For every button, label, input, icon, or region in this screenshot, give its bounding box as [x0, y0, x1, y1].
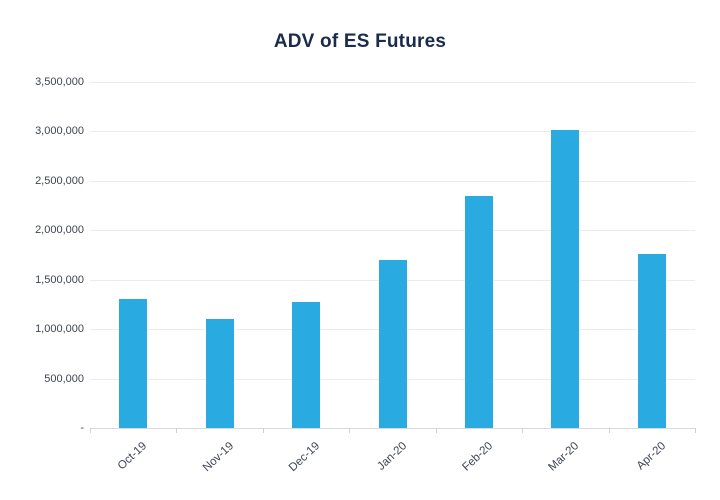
y-axis-label: 500,000 — [44, 372, 84, 385]
y-gridline — [90, 180, 695, 182]
y-axis-label: 2,000,000 — [35, 224, 84, 237]
x-axis-label: Feb-20 — [460, 440, 496, 474]
y-gridline — [90, 82, 695, 83]
x-axis-label: Jan-20 — [374, 440, 409, 473]
x-axis-tick — [262, 428, 264, 433]
x-axis-tick — [435, 428, 437, 433]
y-axis-label: 1,000,000 — [35, 323, 84, 336]
x-axis-tick — [695, 428, 696, 433]
bar-jan-20 — [378, 259, 407, 428]
bar-nov-19 — [205, 319, 234, 428]
x-axis-label: Nov-19 — [200, 440, 236, 475]
y-axis-label: 3,000,000 — [35, 125, 84, 138]
x-axis-tick — [349, 428, 351, 433]
bar-apr-20 — [637, 254, 666, 428]
chart-title: ADV of ES Futures — [273, 31, 447, 52]
bar-mar-20 — [551, 130, 580, 428]
y-gridline — [90, 230, 695, 232]
x-axis-tick — [90, 428, 91, 433]
x-axis-tick — [176, 428, 178, 433]
y-gridline — [90, 131, 695, 133]
x-axis-label: Dec-19 — [286, 440, 323, 475]
x-axis-label: Oct-19 — [115, 440, 150, 473]
bar-oct-19 — [119, 299, 148, 428]
x-axis-tick — [522, 428, 524, 433]
x-axis-label: Mar-20 — [546, 440, 582, 474]
bar-feb-20 — [464, 195, 493, 428]
bar-dec-19 — [292, 302, 321, 428]
x-axis-tick — [608, 428, 610, 433]
x-axis-line — [90, 428, 695, 429]
y-axis-label: - — [80, 422, 84, 434]
y-axis-label: 2,500,000 — [35, 174, 84, 187]
x-axis-label: Apr-20 — [634, 440, 668, 473]
y-axis-label: 3,500,000 — [35, 76, 84, 88]
y-axis-label: 1,500,000 — [35, 273, 84, 286]
